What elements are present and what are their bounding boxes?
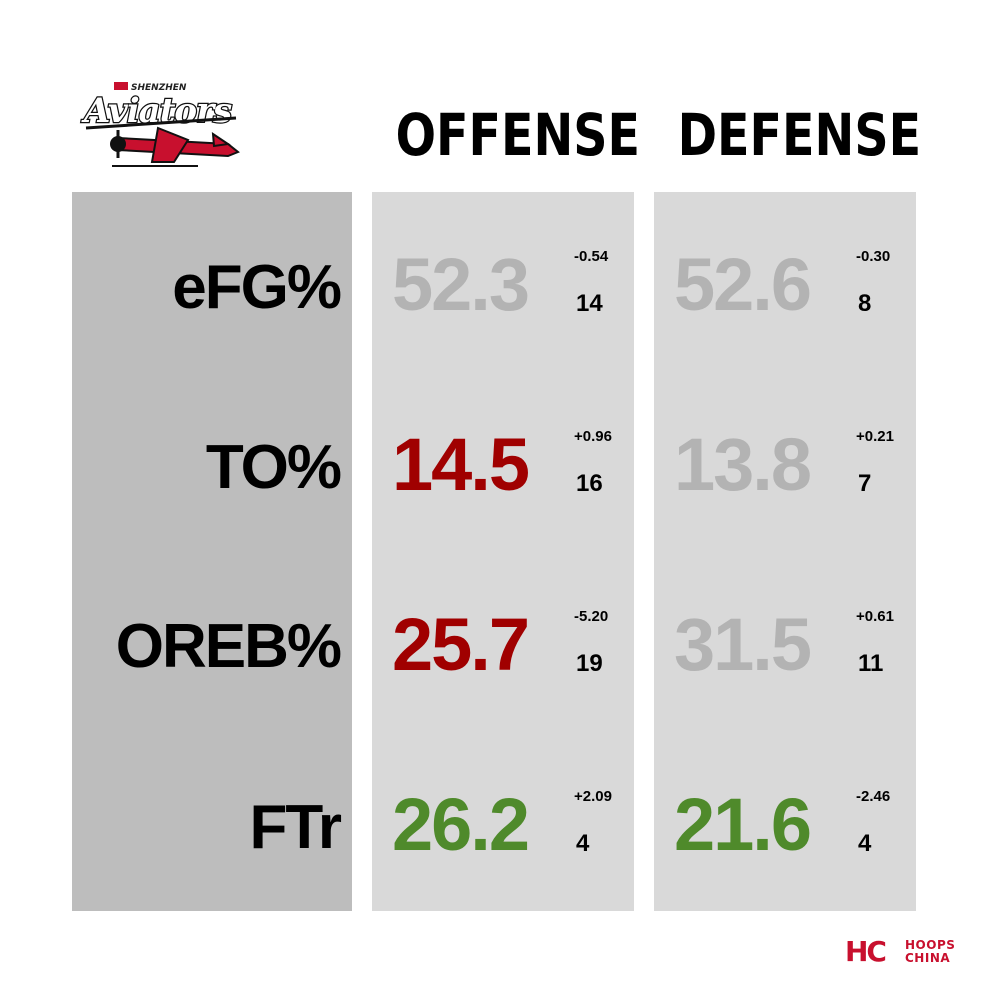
defense-rank-ftr: 4	[858, 830, 872, 857]
offense-delta-to: +0.96	[574, 428, 612, 445]
defense-rank-oreb: 11	[858, 650, 884, 677]
offense-value-ftr: 26.2	[392, 783, 530, 866]
team-logo: SHENZHEN Aviators	[80, 82, 240, 167]
offense-panel	[372, 192, 634, 911]
row-label-oreb: OREB%	[115, 612, 342, 681]
defense-rank-to: 7	[858, 470, 872, 497]
defense-value-oreb: 31.5	[674, 603, 812, 686]
offense-value-efg: 52.3	[392, 243, 530, 326]
defense-value-ftr: 21.6	[674, 783, 812, 866]
defense-value-efg: 52.6	[674, 243, 812, 326]
defense-value-to: 13.8	[674, 423, 812, 506]
defense-delta-to: +0.21	[856, 428, 894, 445]
offense-value-oreb: 25.7	[392, 603, 530, 686]
offense-rank-to: 16	[576, 470, 603, 497]
offense-rank-oreb: 19	[576, 650, 603, 677]
brand-line-1: HOOPS	[905, 938, 956, 952]
brand-line-2: CHINA	[905, 951, 951, 965]
defense-panel	[654, 192, 916, 911]
defense-header: DEFENSE	[677, 101, 922, 169]
offense-rank-efg: 14	[576, 290, 603, 317]
row-label-efg: eFG%	[172, 253, 342, 322]
hoops-china-logo: HC	[845, 937, 887, 965]
defense-rank-efg: 8	[858, 290, 872, 317]
row-label-ftr: FTr	[249, 793, 342, 862]
offense-rank-ftr: 4	[576, 830, 590, 857]
row-label-to: TO%	[205, 433, 342, 502]
offense-delta-ftr: +2.09	[574, 788, 612, 805]
offense-header: OFFENSE	[395, 101, 641, 169]
brand-mark: HC	[845, 937, 885, 965]
offense-delta-oreb: -5.20	[574, 608, 609, 625]
logo-small-text: SHENZHEN	[131, 83, 187, 93]
offense-value-to: 14.5	[392, 423, 530, 506]
defense-delta-ftr: -2.46	[856, 788, 891, 805]
logo-wordmark: Aviators	[81, 91, 232, 131]
labels-panel	[72, 192, 352, 911]
defense-delta-efg: -0.30	[856, 248, 891, 265]
defense-delta-oreb: +0.61	[856, 608, 894, 625]
offense-delta-efg: -0.54	[574, 248, 609, 265]
